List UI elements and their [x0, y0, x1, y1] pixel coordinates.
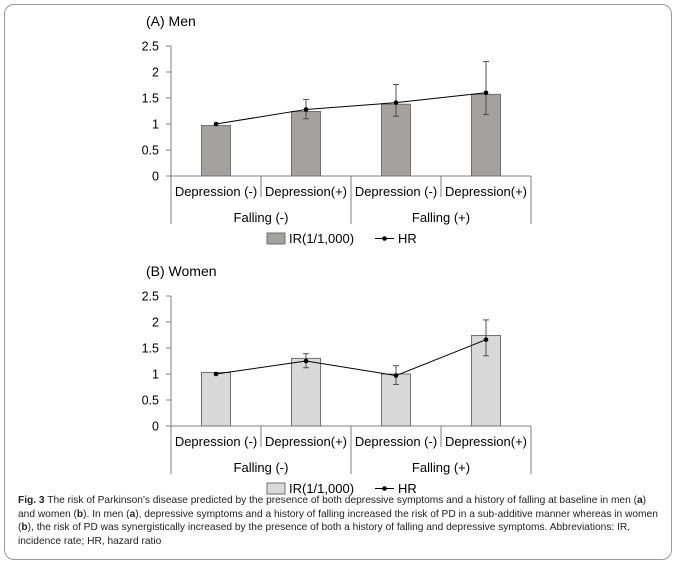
hr-point	[303, 358, 309, 364]
ir-bar	[201, 371, 231, 427]
caption-panel-letter: b	[76, 508, 84, 520]
y-tick-label: 2	[152, 66, 159, 80]
caption-label: Fig. 3	[18, 495, 45, 506]
x-group-label: Falling (-)	[234, 460, 289, 475]
panel-title: (B) Women	[146, 263, 217, 279]
y-tick-label: 0	[152, 170, 159, 184]
y-tick-label: 2.5	[142, 40, 159, 54]
x-category-label: Depression (-)	[355, 434, 437, 449]
hr-point	[393, 100, 399, 105]
x-category-label: Depression(+)	[445, 184, 527, 199]
legend-swatch-ir	[266, 232, 286, 245]
legend-label-ir: IR(1/1,000)	[289, 231, 354, 246]
hr-point	[213, 371, 219, 377]
legend-label-hr: HR	[398, 231, 417, 246]
y-tick-label: 1	[152, 118, 159, 132]
x-category-label: Depression (-)	[175, 184, 257, 199]
y-tick-label: 1.5	[142, 342, 159, 356]
x-group-label: Falling (+)	[412, 210, 470, 225]
panel-title: (A) Men	[146, 13, 196, 29]
hr-point	[393, 373, 399, 378]
caption-panel-letter: a	[129, 508, 136, 520]
x-category-label: Depression(+)	[445, 434, 527, 449]
x-category-label: Depression(+)	[265, 184, 347, 199]
y-tick-label: 0.5	[142, 144, 159, 158]
x-category-label: Depression (-)	[175, 434, 257, 449]
ir-bar	[201, 125, 231, 177]
chart-panel-b: (B) Women 0 0.5 1 1.5 2 2.5 Depression (-) Depre…	[142, 263, 532, 496]
caption-text: ). In men (	[83, 508, 130, 520]
chart-panel-a: (A) Men 0 0.5 1 1.5 2 2.5 Depression (-) Depress…	[142, 13, 532, 246]
hr-point	[483, 337, 489, 342]
legend-marker-hr	[382, 236, 387, 241]
y-tick-label: 1	[152, 368, 159, 382]
ir-bar	[381, 373, 411, 427]
legend-marker-hr	[382, 486, 387, 491]
x-category-label: Depression(+)	[265, 434, 347, 449]
caption-body: The risk of Parkinson's disease predicte…	[18, 495, 658, 547]
x-group-label: Falling (-)	[234, 210, 289, 225]
caption-text: The risk of Parkinson's disease predicte…	[44, 495, 637, 506]
caption-panel-letter: a	[637, 495, 643, 506]
ir-bar	[291, 111, 321, 177]
legend-label-ir: IR(1/1,000)	[289, 481, 354, 496]
ir-bar	[291, 357, 321, 427]
caption-text: ) and women (	[18, 495, 647, 520]
hr-point	[303, 107, 309, 112]
figure-frame	[4, 4, 672, 560]
y-tick-label: 0.5	[142, 394, 159, 408]
hr-line	[215, 92, 487, 125]
legend-label-hr: HR	[398, 481, 417, 496]
caption-text: ), the risk of PD was synergistically in…	[18, 522, 631, 547]
ir-bar	[381, 103, 411, 177]
hr-line	[215, 339, 487, 377]
caption-text: ), depressive symptoms and a history of …	[18, 508, 658, 534]
x-group-label: Falling (+)	[412, 460, 470, 475]
hr-point	[483, 90, 489, 96]
figure-caption: Fig. 3 The risk of Parkinson's disease p…	[18, 494, 664, 548]
y-tick-label: 1.5	[142, 92, 159, 106]
y-tick-label: 2.5	[142, 290, 159, 304]
legend-swatch-ir	[266, 482, 286, 495]
y-tick-label: 0	[152, 420, 159, 434]
hr-point	[213, 121, 219, 127]
y-tick-label: 2	[152, 316, 159, 330]
caption-panel-letter: b	[21, 522, 28, 534]
x-category-label: Depression (-)	[355, 184, 437, 199]
